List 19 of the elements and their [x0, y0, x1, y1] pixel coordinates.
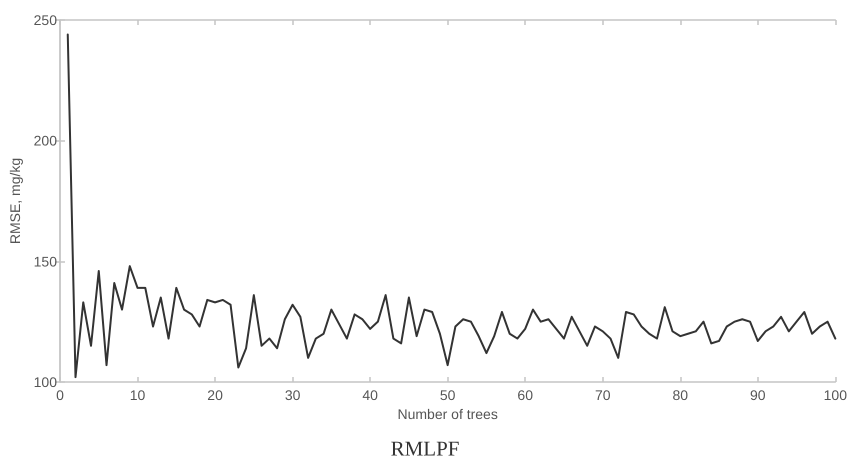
line-series: [66, 33, 836, 378]
x-axis-title: Number of trees: [397, 406, 498, 422]
x-tick-label: 0: [56, 387, 64, 403]
x-tick-label: 20: [207, 387, 224, 403]
y-tick-label: 250: [34, 12, 58, 28]
x-tick-label: 50: [440, 387, 456, 403]
x-tick-label: 40: [362, 387, 378, 403]
x-tick-label: 90: [750, 387, 766, 403]
x-tick-label: 100: [824, 387, 848, 403]
y-tick-label: 150: [34, 253, 58, 270]
y-tick-label: 100: [34, 374, 58, 390]
x-tick-label: 60: [517, 387, 534, 403]
x-tick-label: 80: [672, 387, 688, 403]
x-tick-label: 70: [594, 387, 611, 403]
x-tick-label: 10: [130, 387, 146, 403]
y-axis-title: RMSE, mg/kg: [7, 158, 23, 244]
y-tick-label: 200: [34, 132, 58, 149]
x-tick-label: 30: [284, 387, 301, 403]
text: RMLPF: [390, 436, 460, 460]
